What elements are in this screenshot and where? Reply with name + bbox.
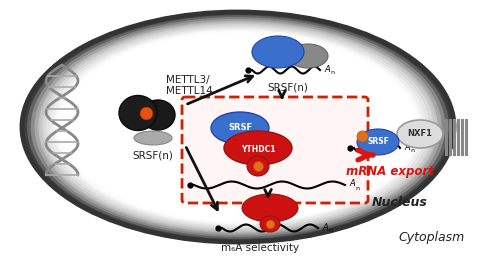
Text: n: n xyxy=(330,70,334,76)
Ellipse shape xyxy=(397,120,443,148)
Ellipse shape xyxy=(27,15,449,239)
Text: mRNA export: mRNA export xyxy=(346,166,434,178)
Ellipse shape xyxy=(54,30,422,225)
Ellipse shape xyxy=(141,100,175,130)
Ellipse shape xyxy=(35,19,442,235)
Text: Nucleus: Nucleus xyxy=(372,196,428,208)
Ellipse shape xyxy=(211,112,269,144)
Ellipse shape xyxy=(242,194,298,222)
FancyBboxPatch shape xyxy=(182,97,368,203)
Ellipse shape xyxy=(134,131,172,145)
Text: n: n xyxy=(328,228,332,234)
Ellipse shape xyxy=(224,131,292,165)
Ellipse shape xyxy=(119,96,157,131)
Ellipse shape xyxy=(42,23,433,231)
Ellipse shape xyxy=(252,36,304,68)
Text: SRSF: SRSF xyxy=(228,124,252,133)
Text: Cytoplasm: Cytoplasm xyxy=(399,232,465,244)
Ellipse shape xyxy=(31,17,445,237)
Ellipse shape xyxy=(288,44,328,68)
Ellipse shape xyxy=(46,25,430,229)
Ellipse shape xyxy=(357,129,399,155)
Text: A: A xyxy=(324,64,330,74)
Text: SRSF(n): SRSF(n) xyxy=(132,151,173,161)
Text: SRSF(n): SRSF(n) xyxy=(267,83,309,93)
Text: A: A xyxy=(404,142,410,152)
Ellipse shape xyxy=(260,216,280,232)
Ellipse shape xyxy=(23,13,453,241)
Text: A: A xyxy=(322,222,328,232)
Text: n: n xyxy=(355,185,359,191)
Text: SRSF: SRSF xyxy=(367,138,389,147)
Ellipse shape xyxy=(247,156,269,176)
Text: A: A xyxy=(349,179,355,189)
Text: METTL14: METTL14 xyxy=(166,86,213,96)
Ellipse shape xyxy=(50,27,426,227)
Ellipse shape xyxy=(38,21,438,233)
Text: n: n xyxy=(410,148,414,154)
Text: m₆A selectivity: m₆A selectivity xyxy=(221,243,299,253)
Text: METTL3/: METTL3/ xyxy=(166,75,210,85)
Text: NXF1: NXF1 xyxy=(408,130,432,139)
Text: YTHDC1: YTHDC1 xyxy=(241,146,275,155)
